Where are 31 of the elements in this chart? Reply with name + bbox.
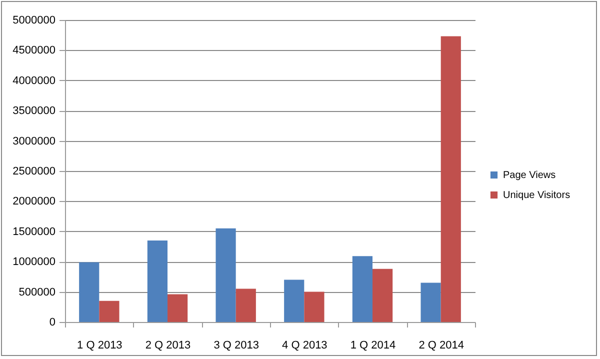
bar — [236, 288, 256, 322]
bar — [352, 256, 372, 322]
y-tick-label: 1500000 — [12, 226, 56, 238]
x-tick-label: 1 Q 2014 — [350, 340, 396, 352]
x-tick-label: 4 Q 2013 — [282, 340, 328, 352]
y-tick-label: 4500000 — [12, 44, 56, 57]
y-tick-label: 2500000 — [12, 166, 56, 178]
y-tick-label: 0 — [49, 316, 56, 328]
legend-label: Unique Visitors — [503, 190, 570, 201]
legend-label: Page Views — [503, 170, 556, 181]
y-tick-label: 2000000 — [12, 196, 56, 208]
y-tick-label: 5000000 — [12, 14, 56, 26]
bar — [420, 282, 441, 322]
x-tick-label: 3 Q 2013 — [214, 340, 259, 352]
bar — [440, 36, 461, 322]
bar — [284, 280, 304, 322]
y-tick-label: 4000000 — [12, 74, 56, 87]
x-tick-label: 2 Q 2014 — [418, 340, 464, 352]
bar — [79, 262, 100, 322]
x-tick-label: 1 Q 2013 — [77, 340, 122, 352]
bar — [168, 294, 188, 322]
bar — [99, 300, 120, 322]
bar — [372, 268, 393, 322]
y-tick-label: 500000 — [18, 286, 56, 298]
y-tick-label: 3500000 — [12, 105, 56, 118]
bar — [216, 228, 236, 322]
x-tick-label: 2 Q 2013 — [145, 340, 191, 352]
bar — [147, 240, 168, 322]
y-tick-label: 1000000 — [12, 256, 56, 268]
bar — [304, 292, 324, 322]
y-tick-label: 3000000 — [12, 135, 56, 148]
